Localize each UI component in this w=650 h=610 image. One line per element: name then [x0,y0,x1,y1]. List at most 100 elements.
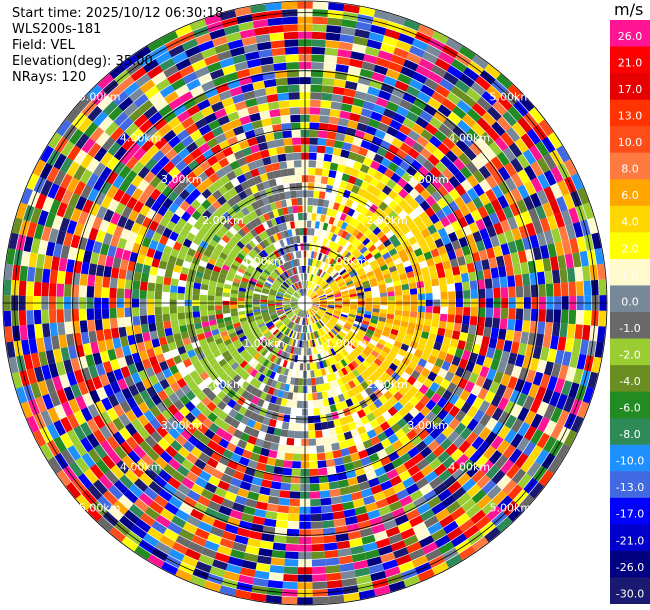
ppi-gate [156,353,166,364]
ppi-gate [184,343,194,352]
ppi-gate [217,390,227,401]
ppi-gate [389,475,402,487]
ppi-gate [73,425,87,441]
ppi-gate [278,497,290,506]
ppi-gate [237,108,250,118]
ppi-gate [289,491,301,499]
ppi-gate [434,357,444,368]
ppi-gate [528,107,545,124]
ppi-gate [394,290,403,296]
ppi-gate [341,230,349,239]
ppi-gate [376,275,385,282]
ppi-gate [286,536,299,544]
ppi-gate [73,410,86,426]
ppi-gate [288,175,296,184]
ppi-gate [118,494,134,510]
ppi-gate [306,340,309,348]
ppi-gate [73,222,85,237]
ppi-gate [260,326,268,333]
ppi-gate [497,360,508,374]
ppi-gate [340,493,353,503]
ppi-gate [94,308,102,320]
ppi-gate [495,255,505,268]
ppi-gate [315,160,324,169]
ppi-gate [261,64,275,73]
ppi-gate [195,154,207,166]
ppi-gate [243,171,253,181]
ppi-gate [198,452,211,464]
ppi-gate [254,226,262,235]
ppi-gate [286,310,293,316]
ppi-gate [53,436,67,453]
ppi-gate [107,245,117,258]
ppi-gate [376,230,385,240]
ppi-gate [254,208,263,217]
ppi-gate [328,278,335,285]
ppi-gate [301,288,304,296]
ppi-gate [207,305,215,311]
ppi-gate [308,266,312,274]
ppi-gate [311,306,318,312]
ppi-gate [311,306,319,310]
ppi-gate [253,352,261,360]
ppi-gate [175,24,193,38]
ppi-gate [277,374,284,383]
ppi-gate [236,174,247,184]
ppi-gate [244,187,253,197]
ppi-gate [256,398,265,408]
ppi-gate [443,520,459,535]
ppi-gate [54,404,67,420]
ppi-gate [260,297,268,300]
ppi-gate [379,234,389,244]
ppi-gate [297,205,303,213]
ppi-gate [504,429,517,444]
ppi-gate [364,307,373,312]
ppi-gate [169,231,179,242]
ppi-gate [322,520,335,529]
ppi-gate [429,271,438,280]
ppi-gate [457,119,471,134]
ppi-gate [272,317,280,323]
ppi-gate [265,237,273,246]
ppi-gate [297,290,302,297]
ppi-gate [464,213,475,225]
colorbar-tick-label: 0.0 [621,295,639,308]
ppi-gate [254,235,263,244]
ppi-gate [163,432,176,445]
ppi-gate [359,68,374,79]
ppi-gate [308,182,315,191]
ppi-gate [362,360,371,369]
ppi-gate [242,197,251,207]
ppi-gate [275,258,282,266]
ppi-gate [37,380,49,396]
ppi-gate [430,248,440,258]
ppi-gate [220,268,229,276]
ppi-gate [66,220,78,235]
ppi-gate [283,296,291,300]
ppi-gate [298,281,302,289]
ppi-gate [82,342,93,356]
ppi-gate [324,405,332,414]
ppi-gate [125,436,139,450]
ppi-gate [332,261,339,269]
ppi-gate [313,339,318,347]
ppi-gate [346,354,354,363]
ppi-gate [383,519,398,531]
ppi-gate [397,249,407,258]
ppi-gate [331,94,344,103]
ppi-gate [280,429,289,438]
ppi-gate [306,250,310,258]
ppi-gate [218,90,232,101]
ppi-gate [427,97,442,111]
ppi-gate [403,412,414,424]
ppi-gate [408,188,420,200]
ppi-gate [324,288,332,294]
ppi-gate [131,187,144,201]
ppi-gate [243,257,252,265]
ppi-gate [123,102,139,117]
ppi-gate [453,322,462,332]
ppi-gate [268,572,284,581]
ppi-gate [137,179,150,192]
ppi-gate [373,346,382,354]
ppi-gate [201,320,210,328]
